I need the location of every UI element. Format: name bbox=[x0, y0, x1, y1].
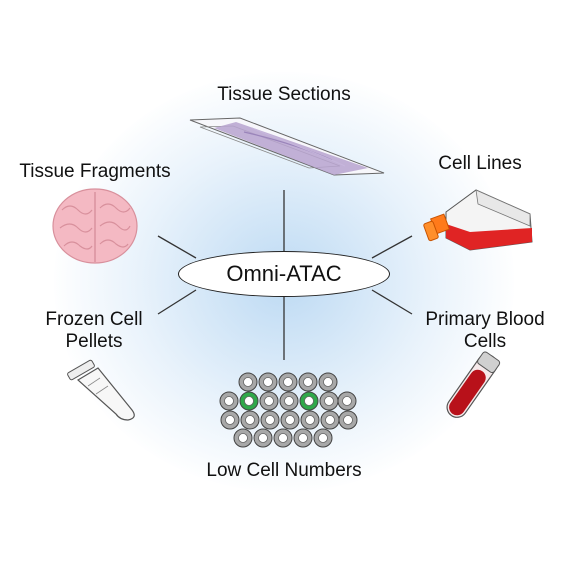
cell-nucleus bbox=[285, 415, 295, 425]
slide-icon bbox=[189, 117, 385, 176]
hub-label: Omni-ATAC bbox=[226, 261, 342, 286]
cell-nucleus bbox=[284, 396, 294, 406]
blood-tube-icon bbox=[446, 351, 501, 418]
label-blood-line-2: Cells bbox=[463, 331, 507, 352]
cell-nucleus bbox=[224, 396, 234, 406]
cell-nucleus bbox=[278, 433, 288, 443]
cell-nucleus bbox=[324, 396, 334, 406]
label-low-cell-numbers: Low Cell Numbers bbox=[206, 460, 362, 481]
label-frozen-line-1: Frozen Cell bbox=[45, 309, 143, 330]
cell-nucleus bbox=[264, 396, 274, 406]
label-frozen-line-2: Pellets bbox=[65, 331, 123, 352]
label-blood-line-1: Primary Blood bbox=[425, 309, 545, 330]
label-tissue-sections: Tissue Sections bbox=[217, 84, 351, 105]
cell-nucleus bbox=[318, 433, 328, 443]
cell-nucleus bbox=[304, 396, 314, 406]
connector-primary-blood-cells bbox=[371, 289, 413, 315]
cell-nucleus bbox=[225, 415, 235, 425]
flask-icon bbox=[423, 189, 533, 251]
cell-nucleus bbox=[342, 396, 352, 406]
cell-nucleus bbox=[303, 377, 313, 387]
cell-nucleus bbox=[283, 377, 293, 387]
cell-nucleus bbox=[243, 377, 253, 387]
label-tissue-fragments: Tissue Fragments bbox=[19, 161, 171, 182]
cell-nucleus bbox=[238, 433, 248, 443]
cell-nucleus bbox=[323, 377, 333, 387]
label-frozen-cell-pellets: Frozen Cell Pellets bbox=[26, 309, 162, 353]
cell-cluster-icon bbox=[219, 372, 358, 448]
cell-nucleus bbox=[245, 415, 255, 425]
connector-cell-lines bbox=[371, 235, 413, 259]
cell-nucleus bbox=[265, 415, 275, 425]
cell-nucleus bbox=[298, 433, 308, 443]
cell-nucleus bbox=[263, 377, 273, 387]
cell-nucleus bbox=[325, 415, 335, 425]
connector-lines bbox=[157, 190, 413, 360]
omni-atac-hub: Omni-ATAC bbox=[178, 251, 390, 297]
cell-nucleus bbox=[258, 433, 268, 443]
label-primary-blood-cells: Primary Blood Cells bbox=[410, 309, 560, 353]
connector-frozen-cell-pellets bbox=[157, 289, 197, 315]
tube-icon bbox=[67, 359, 135, 421]
label-cell-lines: Cell Lines bbox=[438, 153, 522, 174]
cell-nucleus bbox=[244, 396, 254, 406]
connector-tissue-fragments bbox=[157, 235, 197, 259]
cell-nucleus bbox=[343, 415, 353, 425]
cell-nucleus bbox=[305, 415, 315, 425]
brain-icon bbox=[52, 188, 138, 264]
